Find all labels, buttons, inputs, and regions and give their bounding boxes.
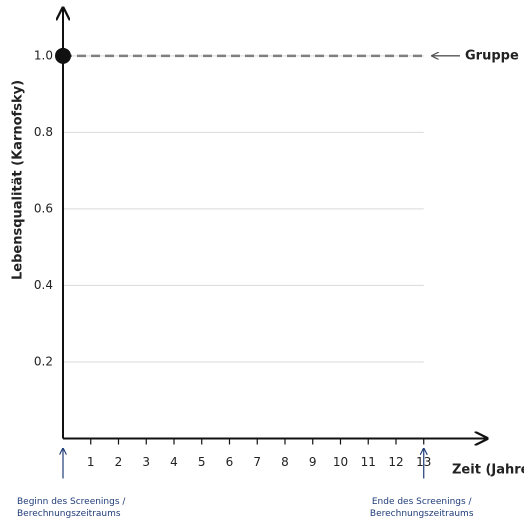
annotation-text: Berechnungszeitraums: [17, 509, 121, 519]
x-tick-label: 1: [87, 455, 95, 469]
start-point: [55, 47, 71, 64]
y-tick-label: 1.0: [34, 48, 53, 62]
annotation-text: Berechnungszeitraums: [370, 509, 474, 519]
y-tick-label: 0.6: [34, 201, 53, 215]
y-axis-label: Lebensqualität (Karnofsky): [11, 80, 26, 280]
legend-label: Gruppe 1: [465, 48, 524, 63]
y-tick-label: 0.8: [34, 125, 53, 139]
x-tick-label: 3: [142, 455, 150, 469]
annotation-text: Beginn des Screenings /: [17, 497, 126, 507]
x-tick-label: 12: [388, 455, 403, 469]
x-tick-label: 4: [170, 455, 178, 469]
x-tick-label: 7: [253, 455, 261, 469]
y-tick-label: 0.2: [34, 354, 53, 368]
x-tick-label: 6: [226, 455, 234, 469]
x-tick-label: 8: [281, 455, 289, 469]
x-tick-label: 10: [333, 455, 348, 469]
x-tick-label: 9: [309, 455, 317, 469]
x-axis-label: Zeit (Jahre): [452, 463, 524, 478]
x-tick-label: 5: [198, 455, 206, 469]
y-tick-label: 0.4: [34, 278, 53, 292]
x-tick-label: 11: [361, 455, 376, 469]
x-tick-label: 2: [115, 455, 123, 469]
annotation-text: Ende des Screenings /: [372, 497, 473, 507]
